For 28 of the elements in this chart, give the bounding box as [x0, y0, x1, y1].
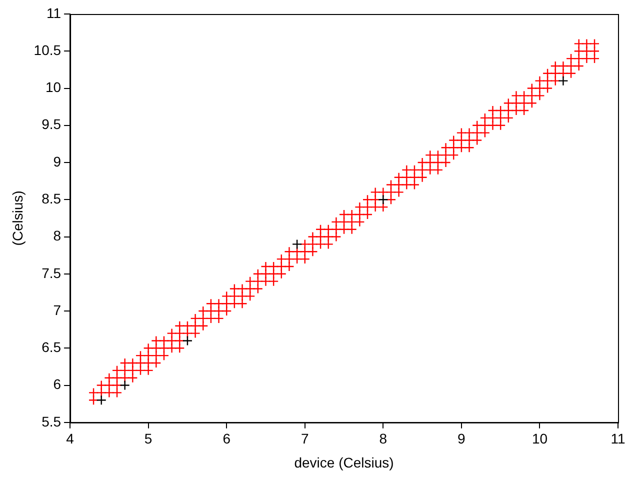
x-tick-label: 4: [66, 430, 74, 447]
x-tick-label: 5: [144, 430, 152, 447]
y-axis-title: (Celsius): [9, 190, 26, 246]
x-tick-label: 11: [610, 430, 626, 447]
point: [378, 194, 388, 205]
point: [558, 76, 568, 86]
y-tick-label: 6.5: [42, 339, 62, 356]
x-axis-title: device (Celsius): [294, 454, 394, 470]
point: [182, 336, 193, 346]
y-tick-label: 7.5: [42, 264, 62, 281]
x-tick-label: 8: [379, 430, 388, 447]
y-tick-label: 9.5: [42, 116, 62, 132]
x-tick-label: 7: [300, 430, 309, 447]
y-tick-label: 10: [45, 79, 62, 96]
point: [120, 380, 130, 390]
y-tick-label: 6: [53, 376, 62, 392]
y-tick-label: 8.5: [42, 190, 62, 206]
y-tick-label: 10.5: [34, 42, 62, 58]
x-tick-label: 6: [222, 430, 231, 447]
x-tick-label: 10: [532, 430, 548, 447]
y-tick-label: 5.5: [42, 413, 62, 430]
y-tick-label: 9: [53, 153, 62, 170]
point: [292, 239, 302, 250]
point: [96, 395, 106, 406]
y-tick-label: 8: [53, 228, 62, 244]
x-tick-label: 9: [458, 430, 466, 447]
y-tick-label: 7: [53, 302, 62, 318]
y-tick-label: 11: [46, 4, 62, 21]
